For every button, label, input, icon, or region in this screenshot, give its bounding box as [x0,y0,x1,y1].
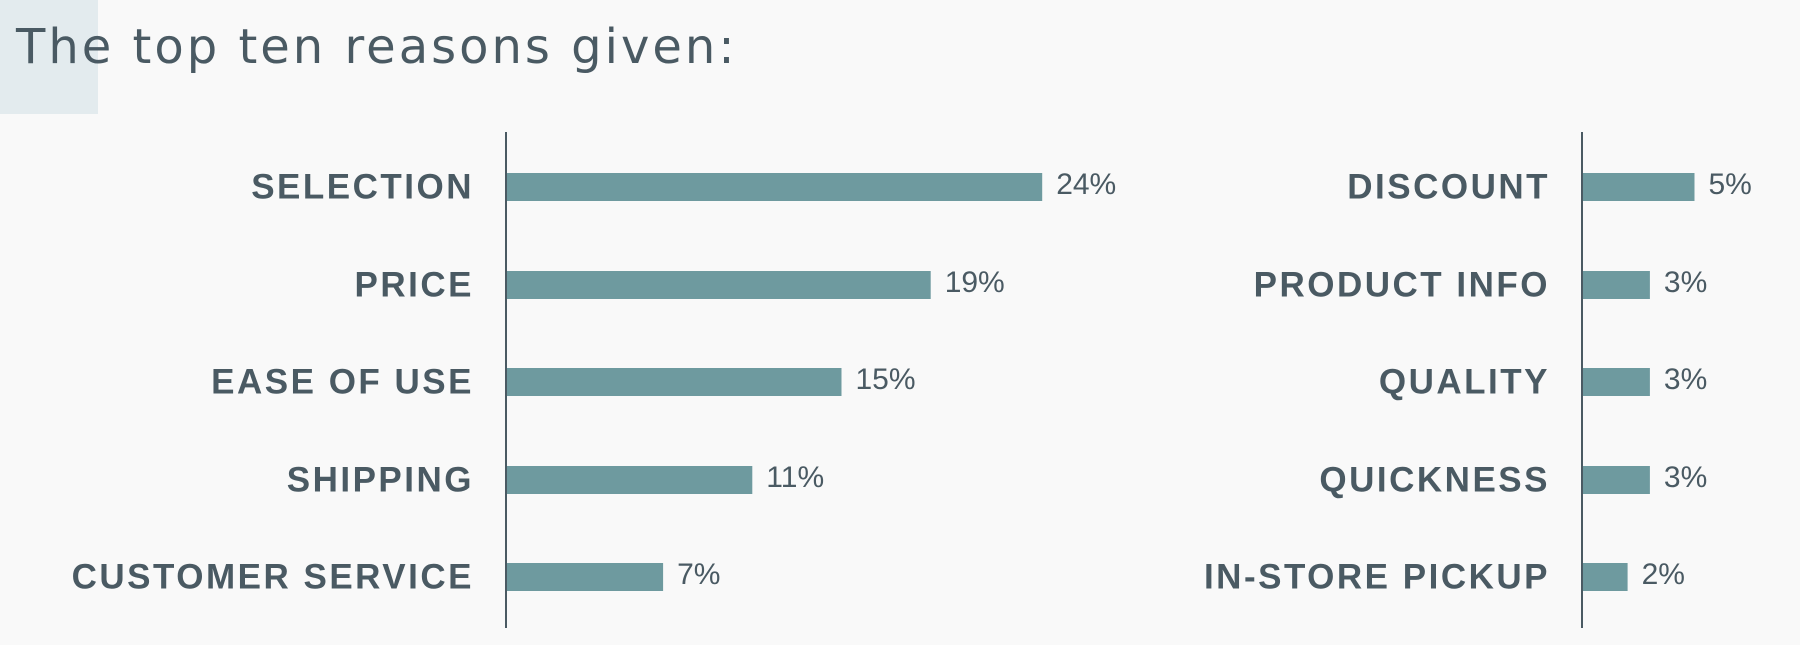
bar [507,466,753,494]
category-label: EASE OF USE [211,362,474,401]
bar [1583,173,1695,201]
value-label: 3% [1664,266,1707,299]
category-label: DISCOUNT [1347,167,1550,206]
category-label: IN-STORE PICKUP [1204,557,1550,596]
category-label: QUALITY [1379,362,1550,401]
value-label: 24% [1056,168,1116,201]
bar [1583,563,1628,591]
value-label: 15% [856,363,916,396]
value-label: 3% [1664,461,1707,494]
bar [1583,466,1650,494]
value-label: 3% [1664,363,1707,396]
value-label: 11% [766,461,824,494]
category-label: PRICE [355,265,474,304]
value-label: 2% [1642,558,1685,591]
category-label: QUICKNESS [1319,460,1550,499]
bar [507,271,931,299]
category-label: SHIPPING [287,460,474,499]
page-title: The top ten reasons given: [15,19,738,75]
bar [507,368,842,396]
category-label: CUSTOMER SERVICE [72,557,474,596]
bar [1583,368,1650,396]
category-label: SELECTION [251,167,474,206]
bar [1583,271,1650,299]
category-label: PRODUCT INFO [1254,265,1550,304]
accent-box [0,0,98,114]
bar [507,173,1043,201]
bar [507,563,664,591]
value-label: 5% [1709,168,1752,201]
value-label: 7% [677,558,720,591]
value-label: 19% [945,266,1005,299]
